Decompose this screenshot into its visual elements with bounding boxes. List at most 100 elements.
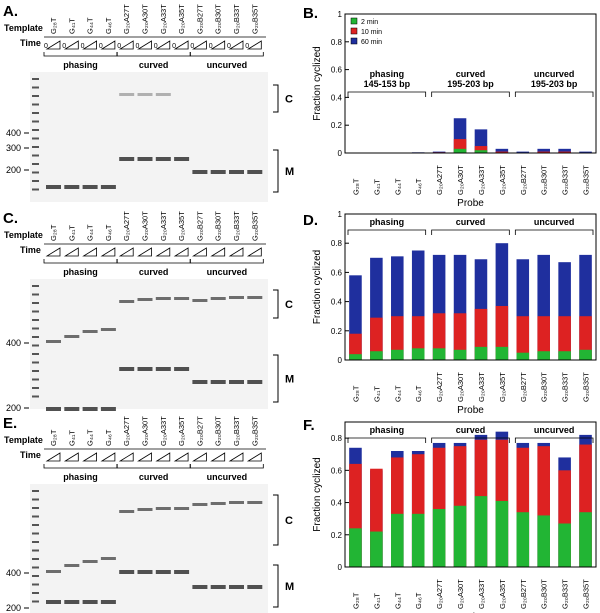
y-tick-label: 0.4 (331, 298, 343, 307)
band (210, 297, 226, 300)
ladder-band (32, 361, 39, 364)
band (119, 300, 135, 303)
band (137, 298, 153, 301)
x-tick-label: G₂₀A27T (435, 165, 444, 195)
bar (558, 151, 571, 153)
lane-label: G₂₀A30T (141, 4, 150, 34)
lane-label: G₂₀A27T (122, 416, 131, 446)
bar (370, 531, 383, 567)
band (192, 299, 208, 302)
time-ramp (100, 40, 116, 50)
y-tick-label: 0.8 (331, 38, 343, 47)
band (192, 170, 208, 174)
group-label: curved (456, 69, 486, 79)
bar (453, 313, 467, 360)
lane-label: G₄₆T (104, 429, 113, 446)
group-label: curved (456, 425, 486, 435)
ladder-band (32, 146, 39, 148)
band (119, 510, 135, 513)
lane-label: G₂₀B30T (214, 211, 223, 241)
ladder-band (32, 310, 39, 313)
bracket-label: M (285, 166, 294, 178)
legend-swatch (350, 27, 358, 35)
ladder-band (32, 575, 39, 577)
bar (391, 349, 404, 360)
bar (432, 509, 446, 567)
band (155, 507, 171, 510)
band (155, 93, 171, 96)
group-label: uncurved (207, 472, 248, 482)
time-ramp (82, 247, 97, 257)
y-tick-label: 0.6 (331, 66, 343, 75)
gel (30, 72, 268, 202)
group-label: phasing (63, 472, 98, 482)
x-tick-label: G₂₀B27T (519, 165, 528, 195)
time-ramp (246, 452, 262, 462)
band (247, 170, 263, 174)
lane-label: G₂₀B33T (232, 4, 241, 34)
band (229, 380, 244, 384)
x-tick-label: G₂₀A27T (435, 579, 444, 609)
x-tick-label: G₂₀A35T (498, 165, 507, 195)
bar (349, 354, 362, 360)
y-tick-label: 1 (338, 210, 343, 219)
gel-bracket (273, 564, 279, 608)
band (247, 501, 263, 504)
ladder-band (32, 129, 39, 131)
time-zero: 0 (117, 43, 121, 50)
ladder-band (32, 336, 39, 338)
x-tick-label: G₂₀A30T (456, 579, 465, 609)
time-ramp (155, 40, 171, 50)
bar (558, 523, 571, 567)
time-ramp (63, 452, 79, 462)
ladder-band (32, 103, 39, 106)
band (100, 407, 116, 411)
time-ramp (228, 452, 244, 462)
x-tick-label: G₂₀B35T (582, 579, 591, 609)
time-ramp (137, 247, 152, 257)
lane-label: G₂₀B27T (195, 4, 204, 34)
time-ramp (246, 247, 262, 257)
bar (453, 505, 467, 567)
bar (495, 148, 509, 153)
bar (537, 151, 550, 153)
time-ramp (45, 452, 61, 462)
bar (370, 351, 383, 360)
lane-label: G₂₀A35T (177, 4, 186, 34)
ladder-band (32, 188, 39, 191)
x-tick-label: G₄₄T (393, 592, 402, 609)
time-zero: 0 (227, 43, 231, 50)
ladder-band (32, 566, 39, 569)
band (119, 367, 135, 371)
x-tick-label: G₂₀B30T (540, 579, 549, 609)
group-bracket (431, 437, 510, 443)
lane-label: G₂₀B35T (250, 416, 259, 446)
time-ramp (63, 247, 79, 257)
ladder-label: 200 (6, 165, 21, 175)
bar (391, 513, 404, 567)
ladder-label: 200 (6, 603, 21, 613)
group-bracket (190, 464, 264, 469)
x-tick-label: G₄₄T (393, 385, 402, 402)
band (64, 335, 80, 338)
legend-swatch (350, 37, 358, 45)
bar (432, 348, 446, 360)
x-tick-label: G₂₈T (351, 592, 360, 609)
y-tick-label: 1 (338, 10, 343, 19)
y-axis-label: Fraction cyclized (312, 250, 323, 324)
time-zero: 0 (44, 43, 48, 50)
time-ramp (100, 452, 116, 462)
x-tick-label: G₂₀B30T (540, 372, 549, 402)
band (46, 340, 61, 343)
lane-label: G₂₀A35T (177, 416, 186, 446)
x-tick-label: G₂₀B35T (582, 372, 591, 402)
time-ramp (137, 452, 152, 462)
plot-frame (344, 213, 597, 361)
lane-label: G₂₀B27T (195, 416, 204, 446)
group-label: phasing (370, 69, 405, 79)
x-tick-label: G₂₈T (351, 385, 360, 402)
band (82, 330, 98, 333)
band (137, 93, 153, 96)
ladder-band (32, 395, 39, 398)
time-ramp (173, 247, 189, 257)
